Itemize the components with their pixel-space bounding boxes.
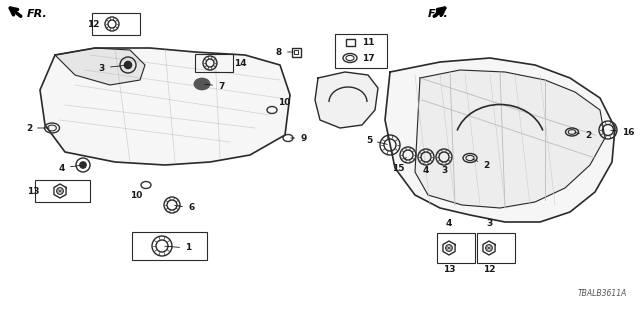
Bar	[437, 233, 475, 263]
Polygon shape	[40, 48, 290, 165]
Text: 16: 16	[611, 127, 634, 137]
Text: FR.: FR.	[428, 9, 449, 19]
Circle shape	[80, 162, 86, 168]
Text: 12: 12	[88, 20, 100, 28]
Text: 6: 6	[175, 204, 195, 212]
Text: 13: 13	[443, 265, 455, 274]
Text: 8: 8	[276, 47, 293, 57]
Text: 2: 2	[472, 159, 489, 170]
Bar	[477, 233, 515, 263]
Text: 4: 4	[446, 219, 452, 228]
Text: 7: 7	[205, 82, 225, 91]
Text: 2: 2	[26, 124, 49, 132]
Polygon shape	[415, 70, 605, 208]
Text: 1: 1	[164, 244, 191, 252]
Text: 11: 11	[362, 37, 374, 46]
Ellipse shape	[195, 79, 209, 89]
Polygon shape	[55, 48, 145, 85]
Bar	[346, 38, 355, 45]
Text: 2: 2	[575, 131, 591, 140]
Polygon shape	[385, 58, 615, 222]
Bar	[195, 54, 233, 72]
Bar	[35, 180, 90, 202]
Text: 17: 17	[362, 53, 374, 62]
Text: 14: 14	[234, 59, 246, 68]
Text: 10: 10	[130, 191, 142, 201]
Text: 12: 12	[483, 265, 495, 274]
Bar	[92, 13, 140, 35]
Text: 15: 15	[392, 157, 406, 172]
Text: 3: 3	[99, 63, 125, 73]
Text: 3: 3	[486, 219, 492, 228]
Text: TBALB3611A: TBALB3611A	[578, 289, 627, 298]
Text: 3: 3	[441, 165, 447, 174]
Text: 4: 4	[423, 165, 429, 174]
Bar	[291, 47, 301, 57]
Text: 9: 9	[291, 133, 307, 142]
Text: 10: 10	[278, 98, 291, 107]
Text: FR.: FR.	[27, 9, 48, 19]
Text: 13: 13	[28, 187, 40, 196]
Circle shape	[124, 61, 132, 68]
Bar	[335, 34, 387, 68]
Bar	[294, 50, 298, 54]
Text: 5: 5	[365, 135, 387, 145]
Polygon shape	[315, 72, 378, 128]
Text: 4: 4	[59, 164, 80, 172]
Bar	[132, 232, 207, 260]
